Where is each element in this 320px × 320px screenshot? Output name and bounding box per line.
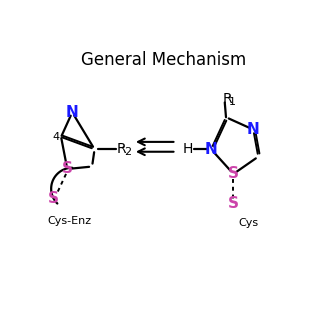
- Text: R: R: [222, 92, 232, 106]
- Text: R: R: [117, 142, 126, 156]
- Text: N: N: [66, 105, 79, 120]
- Text: N: N: [247, 122, 260, 137]
- Text: S: S: [228, 166, 239, 181]
- Text: S: S: [228, 196, 239, 211]
- Text: 1: 1: [229, 97, 236, 107]
- Text: S: S: [48, 191, 59, 206]
- Text: N: N: [205, 142, 218, 157]
- Text: 4: 4: [53, 132, 60, 142]
- Text: 2: 2: [124, 147, 131, 157]
- Text: Cys-Enz: Cys-Enz: [48, 216, 92, 226]
- Text: Cys: Cys: [238, 218, 258, 228]
- Text: H: H: [182, 142, 193, 156]
- Text: General Mechanism: General Mechanism: [81, 51, 247, 69]
- Text: S: S: [62, 162, 73, 177]
